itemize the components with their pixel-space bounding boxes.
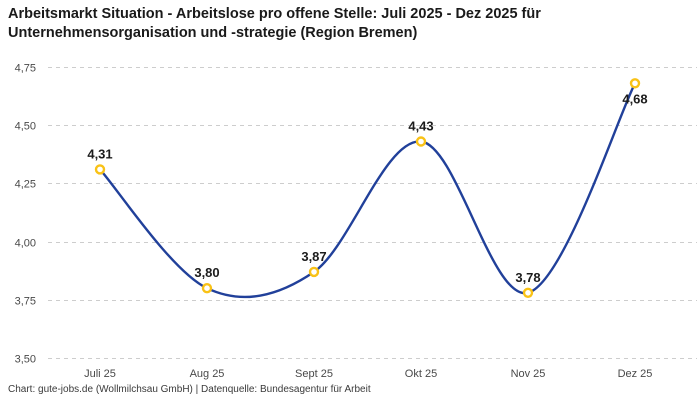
y-axis-tick-label: 4,25	[15, 179, 36, 191]
chart-source-credit: Chart: gute-jobs.de (Wollmilchsau GmbH) …	[8, 384, 371, 395]
trend-line	[98, 82, 637, 299]
data-point-marker	[308, 266, 320, 278]
chart-title-line2: Unternehmensorganisation und -strategie …	[8, 25, 418, 41]
data-point-marker	[522, 287, 534, 299]
data-point-label: 4,68	[622, 91, 647, 106]
data-point-marker	[415, 136, 427, 147]
y-axis-tick-label: 3,50	[15, 354, 36, 366]
data-point-label: 3,78	[515, 270, 540, 285]
x-axis-tick-label: Sept 25	[295, 368, 333, 380]
y-axis-tick-label: 4,75	[15, 63, 36, 75]
y-axis-tick-label: 3,75	[15, 296, 36, 308]
y-axis-tick-label: 4,50	[15, 121, 36, 133]
data-point-marker	[201, 282, 213, 294]
data-point-label: 4,43	[408, 119, 433, 134]
data-point-label: 3,87	[301, 249, 326, 264]
data-point-marker	[94, 164, 106, 175]
data-point-marker	[629, 78, 641, 89]
x-axis-tick-label: Juli 25	[84, 368, 116, 380]
x-axis-tick-label: Okt 25	[405, 368, 437, 380]
chart-title: Arbeitsmarkt Situation - Arbeitslose pro…	[8, 5, 692, 43]
data-point-label: 4,31	[87, 146, 112, 161]
y-axis-tick-label: 4,00	[15, 238, 36, 250]
x-axis-tick-label: Nov 25	[511, 368, 546, 380]
x-axis-tick-label: Dez 25	[618, 368, 653, 380]
chart-title-line1: Arbeitsmarkt Situation - Arbeitslose pro…	[8, 6, 541, 22]
line-chart-plot: 3,50 3,75 4,00 4,25 4,50 4,75 Juli 25 Aug 25 Sep…	[15, 63, 697, 380]
x-axis-tick-label: Aug 25	[190, 368, 225, 380]
data-point-label: 3,80	[194, 265, 219, 280]
